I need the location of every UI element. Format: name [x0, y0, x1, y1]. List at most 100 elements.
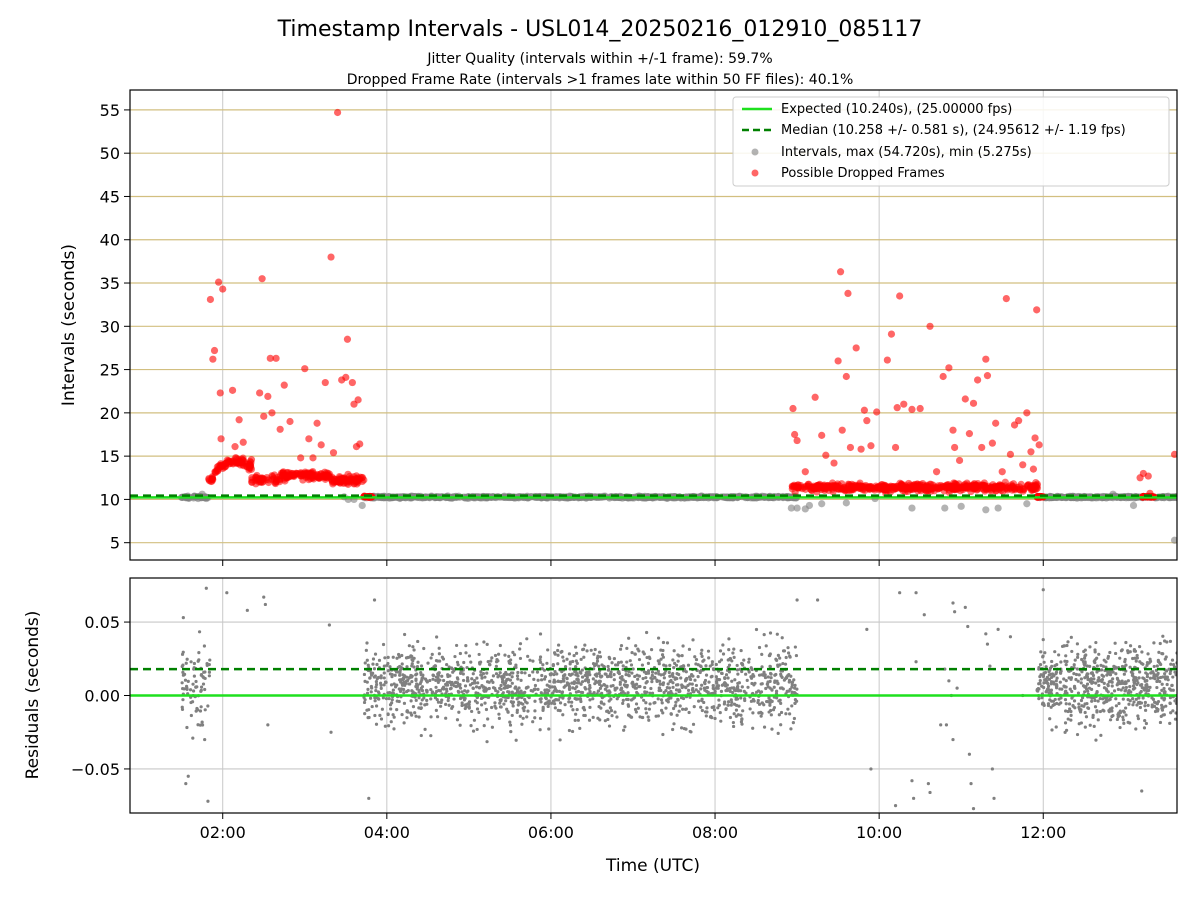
residual-point	[507, 661, 511, 665]
residual-point	[1054, 725, 1058, 729]
residual-point	[655, 678, 659, 682]
residual-point	[445, 662, 449, 667]
residual-point	[1140, 685, 1144, 690]
residual-point	[225, 591, 229, 595]
residual-point	[1116, 687, 1121, 691]
residual-point	[373, 674, 377, 678]
residual-point	[435, 635, 439, 639]
dropped-frame-point	[235, 416, 243, 424]
residual-point	[482, 640, 486, 644]
dropped-frame-point	[1002, 295, 1010, 303]
dropped-frame-point	[264, 392, 272, 401]
residual-point	[598, 679, 602, 683]
residual-point	[702, 700, 706, 705]
residual-point	[612, 678, 616, 682]
residual-point	[1146, 661, 1150, 665]
residual-point	[1136, 717, 1141, 721]
residual-point	[1138, 645, 1142, 649]
residual-point	[192, 661, 196, 666]
dropped-frame-point	[955, 456, 964, 465]
residual-point	[389, 720, 393, 724]
residual-point	[653, 700, 657, 705]
residual-point	[779, 701, 783, 706]
residual-point	[1066, 717, 1070, 721]
residual-point	[1152, 704, 1157, 708]
residual-point	[266, 723, 270, 727]
residual-point	[552, 680, 556, 684]
residual-point	[599, 706, 603, 710]
residual-point	[485, 642, 489, 646]
residual-point	[420, 678, 424, 682]
residual-point	[561, 713, 565, 717]
residual-point	[1166, 678, 1170, 682]
residual-point	[939, 723, 943, 727]
residual-point	[409, 699, 413, 703]
residual-point	[1064, 702, 1068, 706]
dropped-frame-point	[321, 378, 329, 387]
residual-point	[372, 667, 377, 671]
residual-point	[617, 670, 621, 674]
residual-point	[703, 681, 707, 686]
residual-point	[609, 684, 613, 688]
residual-point	[552, 672, 556, 677]
residual-point	[739, 713, 743, 717]
residual-point	[612, 673, 616, 677]
residual-point	[996, 627, 1000, 632]
residual-point	[1132, 700, 1136, 704]
residual-point	[1069, 709, 1073, 714]
residual-point	[1083, 676, 1087, 680]
residual-point	[726, 700, 731, 704]
residual-point	[497, 716, 501, 720]
residual-point	[727, 658, 731, 662]
residual-point	[684, 707, 688, 711]
residual-point	[490, 725, 495, 729]
residual-point	[705, 686, 709, 690]
dropped-frame-point	[286, 417, 294, 426]
residual-point	[462, 698, 467, 702]
dropped-frame-point	[275, 478, 284, 486]
residual-point	[720, 671, 724, 676]
residual-point	[499, 687, 503, 691]
residual-point	[1072, 672, 1076, 676]
residual-point	[543, 702, 547, 706]
residual-point	[362, 700, 367, 705]
residual-point	[743, 698, 747, 703]
dropped-frame-point	[791, 430, 799, 439]
residual-point	[382, 683, 386, 687]
dropped-frame-point	[801, 468, 809, 476]
residual-point	[1066, 640, 1070, 644]
residual-point	[457, 690, 461, 694]
residual-point	[647, 718, 651, 722]
residual-point	[1156, 676, 1160, 680]
residual-point	[703, 710, 708, 714]
residual-point	[783, 662, 788, 666]
dropped-frame-point	[939, 372, 947, 381]
residual-point	[574, 712, 578, 716]
residual-point	[1090, 699, 1094, 703]
residual-point	[561, 674, 566, 678]
residual-point	[412, 648, 416, 652]
residual-point	[1137, 676, 1141, 680]
residual-point	[511, 704, 515, 708]
residual-point	[373, 699, 377, 703]
residual-point	[793, 698, 797, 702]
residual-point	[440, 698, 444, 702]
residual-point	[762, 672, 766, 676]
x-tick-label: 12:00	[1020, 823, 1066, 842]
residual-point	[402, 674, 407, 678]
residual-point	[464, 644, 468, 648]
residual-point	[1079, 681, 1083, 685]
residual-point	[1063, 730, 1067, 734]
residual-point	[510, 713, 514, 718]
residual-point	[1046, 681, 1050, 686]
residual-point	[1040, 702, 1045, 706]
residual-point	[391, 713, 395, 717]
residual-point	[793, 701, 797, 705]
residual-point	[545, 661, 549, 665]
residual-point	[699, 651, 703, 656]
residual-point	[1104, 660, 1108, 664]
residual-point	[1131, 697, 1135, 701]
residual-point	[585, 675, 589, 679]
residual-point	[661, 655, 665, 659]
residual-point	[402, 691, 406, 695]
